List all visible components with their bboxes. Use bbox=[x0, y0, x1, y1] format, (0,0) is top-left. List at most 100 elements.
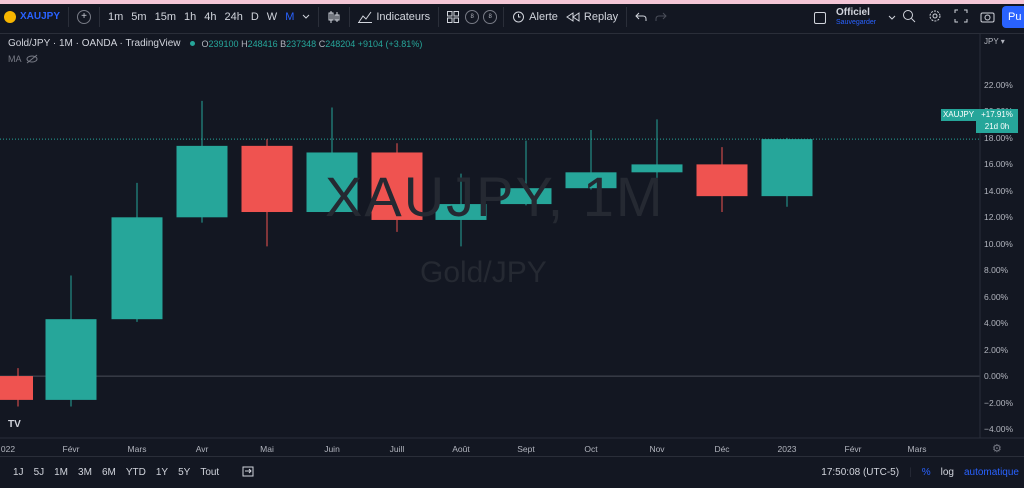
premium-badge-b[interactable]: 8 bbox=[483, 9, 498, 24]
price-tick-label: 14.00% bbox=[984, 185, 1013, 196]
low-key: B bbox=[280, 38, 287, 49]
candle-juin bbox=[306, 107, 358, 215]
compare-symbol-button[interactable]: + bbox=[73, 5, 95, 29]
gold-coin-icon bbox=[4, 10, 16, 23]
high-value: 248416 bbox=[247, 38, 278, 49]
chart-pane[interactable]: XAUJPY, 1M Gold/JPY Gold/JPY · 1M · OAND… bbox=[0, 34, 1024, 456]
interval-W[interactable]: W bbox=[266, 10, 278, 23]
range-3m[interactable]: 3M bbox=[78, 466, 92, 478]
top-accent-strip bbox=[0, 0, 1024, 4]
candle-body bbox=[111, 217, 163, 320]
log-toggle[interactable]: log bbox=[940, 467, 954, 478]
layout-checkbox[interactable] bbox=[814, 12, 826, 24]
divider bbox=[99, 6, 101, 27]
camera-icon[interactable] bbox=[980, 10, 995, 23]
time-axis[interactable]: 022 Févr Mars Avr Mai Juin Juill Août Sept Oct Nov… bbox=[0, 438, 980, 456]
time-tick-label: Mars bbox=[127, 444, 147, 454]
chart-type-button[interactable] bbox=[323, 5, 345, 29]
ma-label: MA bbox=[8, 54, 22, 64]
chart-settings-icon[interactable]: ⚙ bbox=[992, 443, 1002, 455]
symbol-label: XAUJPY bbox=[20, 11, 61, 22]
candle-sept bbox=[500, 140, 552, 206]
goto-date-button[interactable] bbox=[242, 465, 254, 480]
interval-4h[interactable]: 4h bbox=[204, 10, 217, 23]
interval-M[interactable]: M bbox=[285, 10, 295, 23]
chevron-down-icon bbox=[303, 14, 310, 19]
replay-button[interactable]: Replay bbox=[562, 5, 622, 29]
time-tick-label: 2023 bbox=[777, 444, 797, 454]
time-tick-label: Sept bbox=[517, 444, 535, 454]
candle-juill bbox=[371, 143, 423, 232]
candle-févr bbox=[45, 275, 97, 407]
price-tick-label: 8.00% bbox=[984, 265, 1009, 276]
last-price-value: +17.91% bbox=[981, 110, 1013, 119]
time-tick-label: Mars bbox=[907, 444, 927, 454]
open-value: 239100 bbox=[208, 38, 239, 49]
layout-menu[interactable]: Officiel Sauvegarder bbox=[814, 8, 896, 28]
time-tick-label: 022 bbox=[0, 444, 16, 454]
symbol-search-button[interactable]: XAUJPY bbox=[0, 5, 64, 29]
range-6m[interactable]: 6M bbox=[101, 466, 116, 478]
currency-selector[interactable]: JPY ▾ bbox=[984, 37, 1005, 46]
close-key: C bbox=[318, 38, 326, 49]
clock-timezone[interactable]: 17:50:08 (UTC-5) bbox=[821, 467, 900, 478]
divider: | bbox=[909, 467, 912, 478]
fullscreen-icon[interactable] bbox=[954, 9, 968, 23]
range-1m[interactable]: 1M bbox=[54, 466, 69, 478]
indicator-legend[interactable]: MA bbox=[8, 54, 38, 64]
templates-button[interactable] bbox=[443, 5, 463, 29]
interval-24h[interactable]: 24h bbox=[224, 10, 243, 23]
range-5y[interactable]: 5Y bbox=[178, 466, 191, 478]
interval-15m[interactable]: 15m bbox=[154, 10, 176, 23]
chevron-down-icon bbox=[888, 15, 896, 20]
alert-button[interactable]: Alerte bbox=[508, 5, 562, 29]
time-tick-label: Nov bbox=[649, 444, 665, 454]
right-tools bbox=[902, 9, 995, 23]
percent-toggle[interactable]: % bbox=[921, 467, 931, 478]
divider bbox=[349, 6, 351, 27]
range-1j[interactable]: 1J bbox=[13, 466, 24, 478]
gear-icon[interactable] bbox=[928, 9, 942, 23]
interval-1h[interactable]: 1h bbox=[183, 10, 197, 23]
plus-circle-icon: + bbox=[77, 9, 92, 24]
search-icon[interactable] bbox=[902, 9, 916, 23]
top-toolbar: XAUJPY + 1m 5m 15m 1h 4h 24h D W M Indicateurs 8… bbox=[0, 0, 1024, 34]
bottom-right-controls: 17:50:08 (UTC-5) | % log automatique bbox=[816, 457, 1024, 488]
legend-title: Gold/JPY · 1M · OANDA · TradingView bbox=[8, 38, 181, 49]
range-5j[interactable]: 5J bbox=[33, 466, 45, 478]
interval-dropdown[interactable] bbox=[298, 5, 314, 29]
redo-button[interactable] bbox=[651, 5, 671, 29]
range-1y[interactable]: 1Y bbox=[155, 466, 169, 478]
interval-D[interactable]: D bbox=[250, 10, 259, 23]
price-tick-label: 10.00% bbox=[984, 238, 1013, 249]
range-ytd[interactable]: YTD bbox=[125, 466, 146, 478]
date-range-group: 1J 5J 1M 3M 6M YTD 1Y 5Y Tout bbox=[0, 467, 224, 478]
publish-button[interactable]: Pu bbox=[1002, 6, 1024, 28]
candle-body bbox=[631, 164, 683, 173]
time-tick-label: Déc bbox=[714, 444, 730, 454]
price-tick-label: 12.00% bbox=[984, 212, 1013, 223]
auto-scale-toggle[interactable]: automatique bbox=[963, 467, 1019, 478]
price-tick-label: 0.00% bbox=[984, 371, 1009, 382]
range-tout[interactable]: Tout bbox=[200, 466, 220, 478]
candle-body bbox=[241, 145, 293, 213]
watermark-symbol: XAUJPY, 1M bbox=[325, 165, 665, 228]
calendar-arrow-icon bbox=[242, 466, 254, 476]
candlestick-chart[interactable] bbox=[0, 34, 1024, 456]
tradingview-logo[interactable]: TV bbox=[8, 419, 21, 430]
bottom-toolbar: 1J 5J 1M 3M 6M YTD 1Y 5Y Tout 17:50:08 (UTC-5) |… bbox=[0, 456, 1024, 487]
series-legend[interactable]: Gold/JPY · 1M · OANDA · TradingView O239… bbox=[8, 38, 422, 49]
indicators-button[interactable]: Indicateurs bbox=[354, 5, 434, 29]
premium-badge-a[interactable]: 8 bbox=[465, 9, 480, 24]
layout-status: Sauvegarder bbox=[836, 19, 877, 26]
interval-1m[interactable]: 1m bbox=[108, 10, 124, 23]
last-price-tag: +17.91% 21d 0h bbox=[976, 109, 1018, 133]
undo-button[interactable] bbox=[631, 5, 651, 29]
eye-hidden-icon[interactable] bbox=[26, 54, 38, 64]
last-price-symbol-tag: XAUJPY bbox=[941, 109, 976, 121]
divider bbox=[318, 6, 320, 27]
alert-label: Alerte bbox=[529, 10, 558, 23]
time-tick-label: Févr bbox=[62, 444, 80, 454]
candle-janv bbox=[0, 368, 33, 407]
interval-5m[interactable]: 5m bbox=[131, 10, 147, 23]
